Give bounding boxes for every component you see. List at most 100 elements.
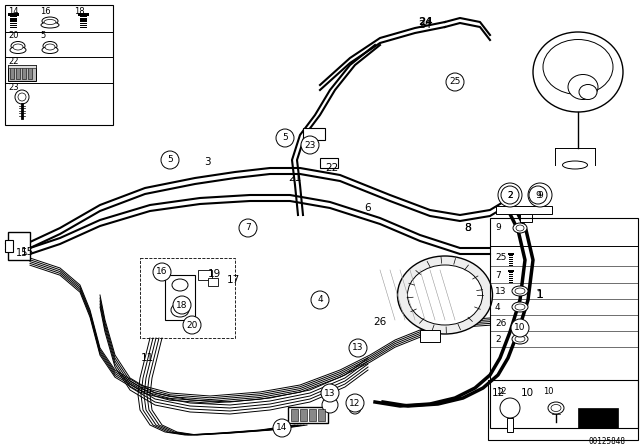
Bar xyxy=(80,22,87,24)
Text: 10: 10 xyxy=(515,323,525,332)
Text: 15: 15 xyxy=(20,247,34,257)
Text: 00125848: 00125848 xyxy=(589,436,625,445)
Bar xyxy=(509,259,513,260)
Ellipse shape xyxy=(515,304,525,310)
Bar xyxy=(509,255,513,256)
Bar xyxy=(300,409,307,421)
Circle shape xyxy=(15,90,29,104)
Ellipse shape xyxy=(13,44,23,50)
Ellipse shape xyxy=(563,161,588,169)
Text: 5: 5 xyxy=(167,155,173,164)
Bar xyxy=(16,67,20,79)
Text: 5: 5 xyxy=(40,31,45,40)
Circle shape xyxy=(529,186,547,204)
Ellipse shape xyxy=(42,47,58,53)
Circle shape xyxy=(173,296,191,314)
Text: 24: 24 xyxy=(419,20,431,30)
Bar xyxy=(10,21,17,22)
Ellipse shape xyxy=(397,256,493,334)
Bar xyxy=(10,16,17,17)
Ellipse shape xyxy=(172,279,188,291)
Text: 23: 23 xyxy=(8,82,19,91)
Bar xyxy=(508,253,514,255)
Ellipse shape xyxy=(533,32,623,112)
Text: 10: 10 xyxy=(543,388,554,396)
Circle shape xyxy=(446,73,464,91)
Circle shape xyxy=(501,186,519,204)
Text: 7: 7 xyxy=(495,271,500,280)
Ellipse shape xyxy=(516,225,524,231)
Ellipse shape xyxy=(11,42,25,51)
Ellipse shape xyxy=(10,47,26,53)
Circle shape xyxy=(239,219,257,237)
Bar xyxy=(490,218,638,428)
Bar xyxy=(165,275,195,320)
Bar xyxy=(578,408,618,428)
Bar xyxy=(10,67,14,79)
Bar xyxy=(78,13,89,17)
Bar xyxy=(520,214,532,222)
Text: 5: 5 xyxy=(282,134,288,142)
Text: 16: 16 xyxy=(40,8,51,17)
Text: 4: 4 xyxy=(317,296,323,305)
Text: 4: 4 xyxy=(495,302,500,311)
Circle shape xyxy=(528,183,552,207)
Bar xyxy=(198,270,212,280)
Bar xyxy=(318,409,325,421)
Bar xyxy=(420,330,440,342)
Text: 14: 14 xyxy=(8,8,19,17)
Ellipse shape xyxy=(408,265,483,325)
Bar xyxy=(140,258,235,338)
Bar xyxy=(80,16,87,17)
Text: 6: 6 xyxy=(365,203,371,213)
Text: 8: 8 xyxy=(465,223,472,233)
Bar xyxy=(10,27,17,29)
Bar xyxy=(509,257,513,258)
Bar xyxy=(508,270,514,272)
Ellipse shape xyxy=(515,336,525,342)
Bar xyxy=(8,232,30,260)
Circle shape xyxy=(321,384,339,402)
Text: 12: 12 xyxy=(496,388,506,396)
Ellipse shape xyxy=(512,286,528,296)
Text: 24: 24 xyxy=(418,17,432,27)
Bar xyxy=(509,278,513,279)
Bar xyxy=(509,263,513,264)
Bar xyxy=(8,65,36,68)
Text: 11: 11 xyxy=(140,353,154,363)
Ellipse shape xyxy=(42,17,58,25)
Text: 23: 23 xyxy=(304,141,316,150)
Text: 12: 12 xyxy=(492,388,504,398)
Text: 3: 3 xyxy=(204,157,211,167)
Circle shape xyxy=(511,319,529,337)
Text: 16: 16 xyxy=(156,267,168,276)
Text: 13: 13 xyxy=(352,344,364,353)
Text: 12: 12 xyxy=(349,399,361,408)
Bar xyxy=(509,272,513,273)
Text: 19: 19 xyxy=(207,269,221,279)
Text: 9: 9 xyxy=(535,190,541,199)
Circle shape xyxy=(161,151,179,169)
Bar xyxy=(80,27,87,29)
Bar xyxy=(291,409,298,421)
Ellipse shape xyxy=(171,303,189,317)
Text: 26: 26 xyxy=(495,319,506,327)
Text: 13: 13 xyxy=(324,388,336,397)
Ellipse shape xyxy=(513,223,527,233)
Bar xyxy=(509,265,513,266)
Bar xyxy=(10,18,17,20)
Bar xyxy=(80,21,87,22)
Text: 20: 20 xyxy=(186,320,198,329)
Circle shape xyxy=(18,93,26,101)
Bar xyxy=(488,380,638,440)
Text: 9: 9 xyxy=(537,190,543,199)
Text: 15: 15 xyxy=(16,248,28,258)
Circle shape xyxy=(349,402,361,414)
Bar xyxy=(10,25,17,26)
Text: 18: 18 xyxy=(176,301,188,310)
Bar xyxy=(509,276,513,277)
Bar xyxy=(509,261,513,262)
Text: 9: 9 xyxy=(495,224,500,233)
Circle shape xyxy=(500,398,520,418)
Bar xyxy=(8,65,36,81)
